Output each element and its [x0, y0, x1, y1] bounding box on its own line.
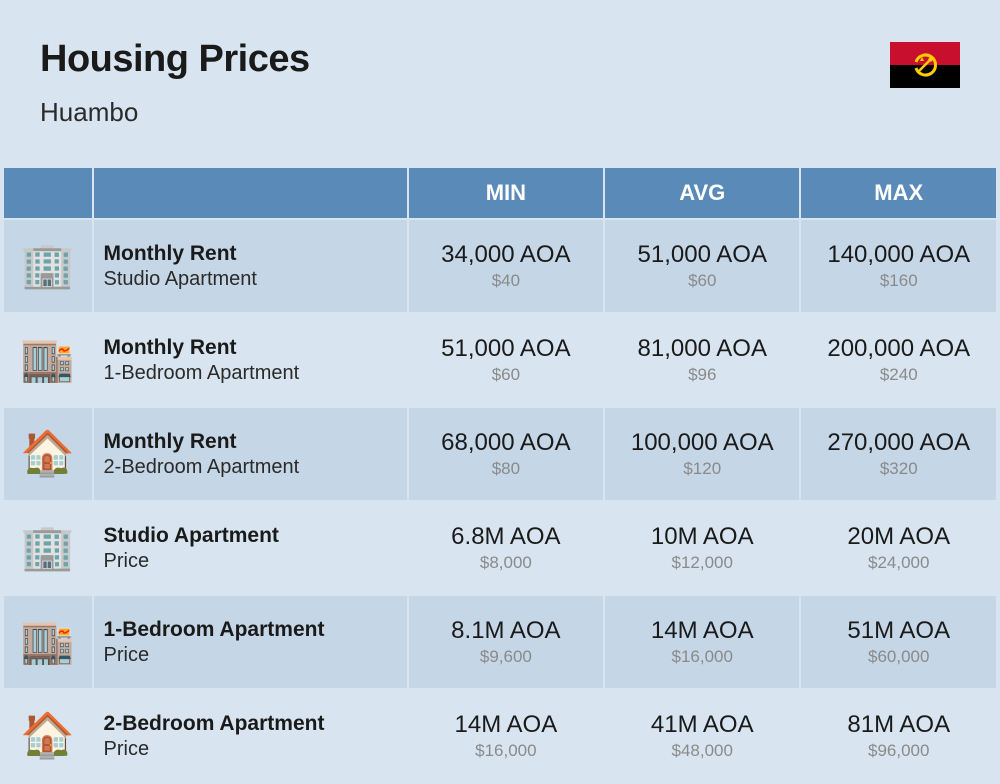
min-usd: $16,000: [409, 741, 603, 761]
avg-value: 51,000 AOA: [605, 241, 799, 269]
min-value: 14M AOA: [409, 711, 603, 739]
row-subtitle: 1-Bedroom Apartment: [104, 362, 407, 385]
max-usd: $320: [801, 459, 996, 479]
header-max: MAX: [801, 168, 996, 218]
row-label: Monthly Rent Studio Apartment: [94, 220, 407, 312]
min-usd: $80: [409, 459, 603, 479]
avg-value: 100,000 AOA: [605, 429, 799, 457]
min-cell: 51,000 AOA $60: [409, 314, 603, 406]
table-row: 🏢 Monthly Rent Studio Apartment 34,000 A…: [4, 220, 996, 312]
max-cell: 200,000 AOA $240: [801, 314, 996, 406]
avg-cell: 41M AOA $48,000: [605, 690, 799, 782]
avg-usd: $16,000: [605, 647, 799, 667]
max-cell: 51M AOA $60,000: [801, 596, 996, 688]
page-title: Housing Prices: [40, 38, 960, 81]
header-icon-col: [4, 168, 92, 218]
min-value: 34,000 AOA: [409, 241, 603, 269]
max-usd: $240: [801, 365, 996, 385]
avg-usd: $60: [605, 271, 799, 291]
min-cell: 8.1M AOA $9,600: [409, 596, 603, 688]
avg-value: 10M AOA: [605, 523, 799, 551]
avg-cell: 51,000 AOA $60: [605, 220, 799, 312]
table-row: 🏠 Monthly Rent 2-Bedroom Apartment 68,00…: [4, 408, 996, 500]
header: Housing Prices Huambo: [0, 0, 1000, 148]
min-cell: 14M AOA $16,000: [409, 690, 603, 782]
table-row: 🏬 1-Bedroom Apartment Price 8.1M AOA $9,…: [4, 596, 996, 688]
row-subtitle: Price: [104, 738, 407, 761]
max-value: 51M AOA: [801, 617, 996, 645]
row-subtitle: Studio Apartment: [104, 268, 407, 291]
building-icon: 🏠: [4, 690, 92, 782]
row-title: Studio Apartment: [104, 524, 407, 548]
building-icon: 🏢: [4, 220, 92, 312]
avg-cell: 10M AOA $12,000: [605, 502, 799, 594]
min-usd: $60: [409, 365, 603, 385]
row-label: 1-Bedroom Apartment Price: [94, 596, 407, 688]
min-cell: 6.8M AOA $8,000: [409, 502, 603, 594]
table-row: 🏢 Studio Apartment Price 6.8M AOA $8,000…: [4, 502, 996, 594]
min-cell: 34,000 AOA $40: [409, 220, 603, 312]
avg-usd: $12,000: [605, 553, 799, 573]
price-table: MIN AVG MAX 🏢 Monthly Rent Studio Apartm…: [2, 166, 998, 784]
min-cell: 68,000 AOA $80: [409, 408, 603, 500]
max-usd: $24,000: [801, 553, 996, 573]
max-usd: $60,000: [801, 647, 996, 667]
min-value: 68,000 AOA: [409, 429, 603, 457]
avg-cell: 81,000 AOA $96: [605, 314, 799, 406]
avg-value: 41M AOA: [605, 711, 799, 739]
max-cell: 81M AOA $96,000: [801, 690, 996, 782]
row-subtitle: Price: [104, 644, 407, 667]
flag-icon: [890, 42, 960, 88]
avg-cell: 14M AOA $16,000: [605, 596, 799, 688]
max-value: 81M AOA: [801, 711, 996, 739]
max-cell: 20M AOA $24,000: [801, 502, 996, 594]
row-subtitle: Price: [104, 550, 407, 573]
max-value: 200,000 AOA: [801, 335, 996, 363]
avg-usd: $96: [605, 365, 799, 385]
max-cell: 140,000 AOA $160: [801, 220, 996, 312]
avg-cell: 100,000 AOA $120: [605, 408, 799, 500]
row-label: 2-Bedroom Apartment Price: [94, 690, 407, 782]
avg-value: 14M AOA: [605, 617, 799, 645]
row-subtitle: 2-Bedroom Apartment: [104, 456, 407, 479]
min-usd: $8,000: [409, 553, 603, 573]
min-usd: $40: [409, 271, 603, 291]
row-title: Monthly Rent: [104, 242, 407, 266]
header-min: MIN: [409, 168, 603, 218]
building-icon: 🏠: [4, 408, 92, 500]
building-icon: 🏢: [4, 502, 92, 594]
max-usd: $96,000: [801, 741, 996, 761]
min-value: 8.1M AOA: [409, 617, 603, 645]
header-label-col: [94, 168, 407, 218]
max-value: 140,000 AOA: [801, 241, 996, 269]
avg-value: 81,000 AOA: [605, 335, 799, 363]
min-value: 51,000 AOA: [409, 335, 603, 363]
min-usd: $9,600: [409, 647, 603, 667]
table-row: 🏠 2-Bedroom Apartment Price 14M AOA $16,…: [4, 690, 996, 782]
header-avg: AVG: [605, 168, 799, 218]
max-cell: 270,000 AOA $320: [801, 408, 996, 500]
avg-usd: $120: [605, 459, 799, 479]
table-header-row: MIN AVG MAX: [4, 168, 996, 218]
min-value: 6.8M AOA: [409, 523, 603, 551]
row-label: Monthly Rent 2-Bedroom Apartment: [94, 408, 407, 500]
max-value: 20M AOA: [801, 523, 996, 551]
max-usd: $160: [801, 271, 996, 291]
row-label: Monthly Rent 1-Bedroom Apartment: [94, 314, 407, 406]
max-value: 270,000 AOA: [801, 429, 996, 457]
building-icon: 🏬: [4, 314, 92, 406]
building-icon: 🏬: [4, 596, 92, 688]
row-title: Monthly Rent: [104, 336, 407, 360]
row-title: 1-Bedroom Apartment: [104, 618, 407, 642]
row-label: Studio Apartment Price: [94, 502, 407, 594]
avg-usd: $48,000: [605, 741, 799, 761]
row-title: Monthly Rent: [104, 430, 407, 454]
row-title: 2-Bedroom Apartment: [104, 712, 407, 736]
page-subtitle: Huambo: [40, 97, 960, 128]
table-row: 🏬 Monthly Rent 1-Bedroom Apartment 51,00…: [4, 314, 996, 406]
